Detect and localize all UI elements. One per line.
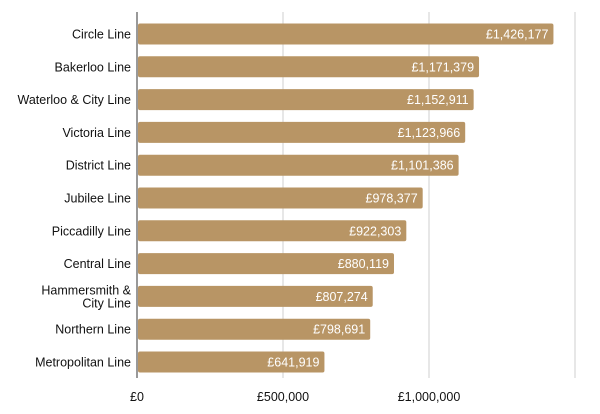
bar-value-label: £1,123,966 xyxy=(398,126,461,140)
bar xyxy=(138,121,466,143)
bar xyxy=(138,318,371,340)
bar-value-label: £978,377 xyxy=(366,192,418,206)
category-label: Waterloo & City Line xyxy=(18,93,132,107)
bar xyxy=(138,351,325,373)
bar-value-label: £1,426,177 xyxy=(486,28,549,42)
bar xyxy=(138,253,394,275)
bar-value-label: £798,691 xyxy=(313,323,365,337)
bar xyxy=(138,56,480,78)
bar xyxy=(138,220,407,242)
bar-value-label: £1,101,386 xyxy=(391,159,454,173)
bar xyxy=(138,285,373,307)
bars: £1,426,177 £1,171,379 £1,152,911 £1,123,966… xyxy=(138,23,554,373)
bar-value-label: £641,919 xyxy=(267,356,319,370)
category-label: Circle Line xyxy=(72,28,131,42)
bar xyxy=(138,187,423,209)
category-label: Hammersmith & City Line xyxy=(41,283,131,310)
bar-value-label: £807,274 xyxy=(316,290,368,304)
category-label: Northern Line xyxy=(55,323,131,337)
category-label: Bakerloo Line xyxy=(55,60,131,74)
category-label: Central Line xyxy=(64,257,131,271)
x-axis-ticks: £0 £500,000 £1,000,000 xyxy=(130,390,460,404)
bar-value-label: £922,303 xyxy=(349,224,401,238)
category-label: Metropolitan Line xyxy=(35,356,131,370)
category-label: Victoria Line xyxy=(62,126,131,140)
bar xyxy=(138,89,474,111)
category-label: District Line xyxy=(66,159,131,173)
bar xyxy=(138,154,459,176)
category-label: Jubilee Line xyxy=(64,192,131,206)
bar-value-label: £1,171,379 xyxy=(411,60,474,74)
x-tick-label: £1,000,000 xyxy=(398,390,461,404)
category-label: Piccadilly Line xyxy=(52,224,131,238)
bar xyxy=(138,23,554,45)
x-tick-label: £0 xyxy=(130,390,144,404)
bar-value-label: £880,119 xyxy=(338,257,389,271)
category-labels: Circle Line Bakerloo Line Waterloo & City … xyxy=(18,28,132,370)
bar-value-label: £1,152,911 xyxy=(407,93,469,107)
x-tick-label: £500,000 xyxy=(257,390,309,404)
